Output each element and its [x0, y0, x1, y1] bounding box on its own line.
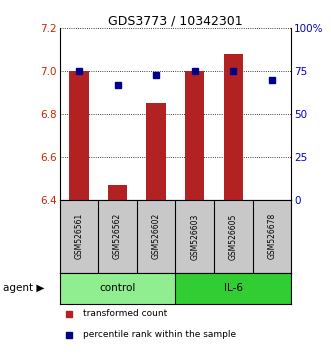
Text: control: control: [99, 283, 136, 293]
Text: GSM526603: GSM526603: [190, 213, 199, 259]
Text: transformed count: transformed count: [83, 309, 167, 318]
Bar: [108, 185, 127, 200]
Text: agent ▶: agent ▶: [3, 283, 45, 293]
Text: IL-6: IL-6: [224, 283, 243, 293]
Bar: [185, 71, 204, 200]
Bar: [60, 273, 175, 304]
Bar: [224, 54, 243, 200]
Bar: [69, 71, 88, 200]
Text: percentile rank within the sample: percentile rank within the sample: [83, 330, 236, 339]
Title: GDS3773 / 10342301: GDS3773 / 10342301: [108, 14, 243, 27]
Text: GSM526562: GSM526562: [113, 213, 122, 259]
Text: GSM526678: GSM526678: [267, 213, 276, 259]
Bar: [175, 273, 291, 304]
Text: GSM526605: GSM526605: [229, 213, 238, 259]
Text: GSM526602: GSM526602: [152, 213, 161, 259]
Bar: [146, 103, 166, 200]
Text: GSM526561: GSM526561: [74, 213, 83, 259]
